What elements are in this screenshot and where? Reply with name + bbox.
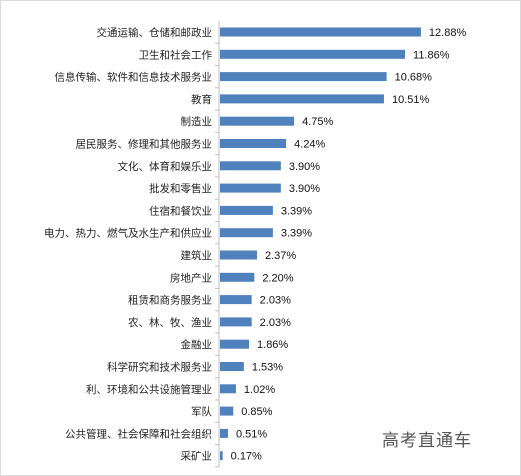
data-label: 3.39% xyxy=(281,228,312,240)
data-label: 3.90% xyxy=(289,161,320,173)
data-label: 4.24% xyxy=(294,139,325,151)
bar xyxy=(220,339,250,349)
data-label: 1.53% xyxy=(252,362,283,374)
category-label: 公共管理、社会保障和社会组织 xyxy=(65,427,212,440)
data-label: 10.68% xyxy=(395,72,433,84)
data-label: 12.88% xyxy=(429,27,467,39)
bar xyxy=(220,139,287,148)
watermark-text: 高考直通车 xyxy=(382,431,472,451)
bar xyxy=(220,183,281,193)
bar xyxy=(220,116,295,126)
bar xyxy=(220,451,223,461)
bar xyxy=(220,250,257,260)
category-label: 制造业 xyxy=(181,115,213,128)
data-label: 1.02% xyxy=(244,384,275,396)
bar xyxy=(220,428,228,438)
bar xyxy=(220,295,252,305)
data-label: 0.51% xyxy=(236,428,267,440)
category-label: 利、环境和公共设施管理业 xyxy=(86,383,212,396)
bar xyxy=(220,228,273,238)
category-label: 文化、体育和娱乐业 xyxy=(118,160,213,173)
category-label: 交通运输、仓储和邮政业 xyxy=(97,26,213,39)
data-label: 2.20% xyxy=(262,272,293,284)
bar xyxy=(220,49,406,59)
category-label: 建筑业 xyxy=(181,249,213,262)
data-label: 2.03% xyxy=(260,295,291,307)
data-label: 1.86% xyxy=(257,339,288,351)
category-label: 卫生和社会工作 xyxy=(139,48,213,61)
category-label: 金融业 xyxy=(181,338,213,351)
category-label: 农、林、牧、渔业 xyxy=(128,316,212,329)
data-label: 2.37% xyxy=(265,250,296,262)
bar xyxy=(220,317,252,327)
category-label: 房地产业 xyxy=(170,271,212,284)
data-label: 11.86% xyxy=(413,49,450,61)
category-label: 军队 xyxy=(191,405,212,418)
bar xyxy=(220,27,421,37)
bar xyxy=(220,406,234,416)
data-label: 4.75% xyxy=(302,116,333,128)
category-label: 教育 xyxy=(191,93,212,106)
bar xyxy=(220,362,244,371)
bar xyxy=(220,72,387,82)
category-label: 租赁和商务服务业 xyxy=(128,294,212,307)
bar xyxy=(220,272,255,282)
category-label: 信息传输、软件和信息技术服务业 xyxy=(55,71,213,84)
data-label: 0.85% xyxy=(241,406,272,418)
data-label: 3.90% xyxy=(289,183,320,195)
category-label: 居民服务、修理和其他服务业 xyxy=(76,138,213,151)
bar xyxy=(220,384,236,394)
data-label: 3.39% xyxy=(281,205,312,217)
category-label: 批发和零售业 xyxy=(149,182,212,195)
category-label: 住宿和餐饮业 xyxy=(149,204,212,217)
data-label: 2.03% xyxy=(260,317,291,329)
bar xyxy=(220,161,281,171)
category-label: 电力、热力、燃气及水生产和供应业 xyxy=(44,227,212,240)
bar xyxy=(220,94,384,104)
data-label: 10.51% xyxy=(392,94,430,106)
category-label: 科学研究和技术服务业 xyxy=(107,361,212,374)
category-label: 采矿业 xyxy=(181,450,213,463)
bar xyxy=(220,205,273,215)
data-label: 0.17% xyxy=(231,451,262,463)
